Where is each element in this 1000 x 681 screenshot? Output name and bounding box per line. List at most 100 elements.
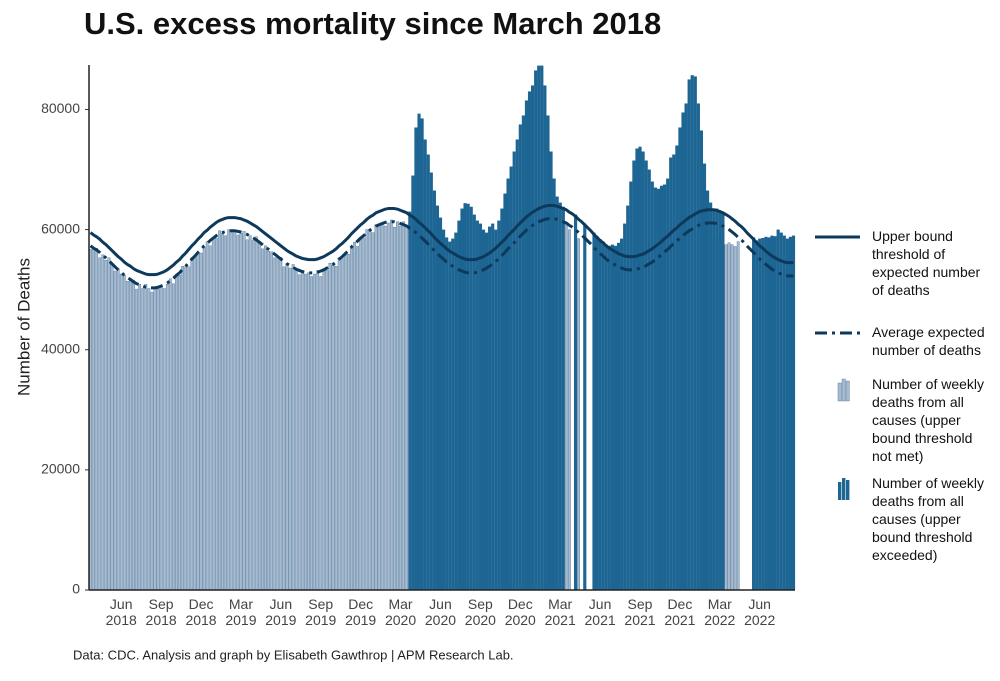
bar (267, 251, 270, 591)
legend-label: Number of weekly deaths from all causes … (872, 376, 985, 464)
bar (705, 190, 710, 591)
bar (503, 193, 507, 590)
bar (524, 100, 529, 591)
legend-label: Number of weekly deaths from all causes … (872, 475, 985, 563)
bar (211, 237, 215, 591)
x-tick-label: Jun 2021 (584, 596, 616, 628)
bar (463, 203, 467, 590)
bar (595, 236, 599, 590)
bar (484, 232, 489, 590)
bar (432, 190, 436, 591)
bar (601, 241, 605, 590)
bar (546, 115, 550, 590)
bar (162, 288, 166, 591)
bar (442, 229, 446, 590)
bar (138, 284, 142, 591)
bar (101, 254, 105, 591)
bar (672, 154, 676, 590)
bar (506, 178, 510, 590)
bar (92, 249, 95, 591)
caption: Data: CDC. Analysis and graph by Elisabe… (73, 647, 514, 662)
bar (438, 217, 443, 590)
bar (730, 244, 734, 591)
bar (205, 241, 209, 591)
bar (239, 232, 243, 591)
bar (383, 225, 387, 591)
bar (515, 139, 519, 591)
bar (721, 211, 725, 590)
bar (561, 206, 565, 590)
bar (119, 273, 123, 591)
bar (279, 257, 283, 591)
bar (512, 151, 516, 591)
bar (362, 237, 366, 591)
bar (199, 252, 203, 591)
bar (215, 237, 218, 591)
bar (696, 103, 700, 590)
bar (650, 181, 654, 590)
bar (755, 240, 759, 590)
bar (684, 103, 688, 590)
lines (89, 204, 794, 290)
bar (494, 229, 498, 590)
bar (675, 145, 679, 590)
x-tick-label: Dec 2020 (504, 596, 536, 628)
bar (98, 257, 102, 591)
bar (469, 206, 473, 590)
bar (122, 275, 126, 591)
bar (116, 268, 120, 591)
bar (107, 257, 111, 591)
bar (132, 279, 135, 591)
bar (782, 235, 786, 590)
bar (113, 270, 117, 591)
bar (527, 91, 532, 590)
bar (356, 246, 359, 591)
x-tick-label: Dec 2021 (664, 596, 696, 628)
bar (135, 288, 138, 591)
bar (534, 70, 538, 590)
legend-label: Upper bound threshold of expected number… (872, 228, 981, 298)
bar (294, 269, 298, 591)
bar (340, 258, 344, 591)
legend-swatch (846, 480, 850, 500)
bar (715, 208, 719, 590)
bar (681, 112, 685, 591)
bar (727, 242, 731, 591)
bar (564, 223, 568, 591)
bar (165, 284, 169, 591)
bar (242, 231, 246, 591)
x-tick-label: Mar 2019 (225, 596, 257, 628)
bar (300, 270, 304, 591)
bar (604, 244, 608, 590)
x-tick-label: Sep 2018 (145, 596, 177, 628)
bar (153, 286, 157, 591)
bar (540, 65, 544, 590)
bar (448, 241, 452, 590)
bar (445, 237, 449, 590)
bar (224, 235, 227, 591)
bar (426, 154, 430, 590)
bar (190, 257, 194, 591)
bar (568, 229, 571, 591)
line (89, 204, 794, 277)
x-tick-label: Mar 2020 (384, 596, 417, 628)
x-tick-label: Jun 2020 (424, 596, 457, 628)
bar (666, 178, 670, 590)
bar (396, 221, 399, 591)
bar (607, 245, 611, 590)
x-tick-label: Sep 2020 (464, 596, 496, 628)
bar (168, 278, 172, 591)
bar (325, 270, 329, 591)
bar (460, 208, 464, 590)
bar (261, 248, 264, 591)
bar (690, 75, 694, 590)
bar (346, 254, 350, 591)
bar (175, 274, 178, 591)
bar (156, 288, 160, 591)
legend-swatch (837, 382, 842, 402)
bar (150, 291, 154, 591)
bar (616, 242, 621, 590)
bar (147, 288, 151, 591)
bar (767, 237, 771, 590)
bar (359, 237, 363, 591)
